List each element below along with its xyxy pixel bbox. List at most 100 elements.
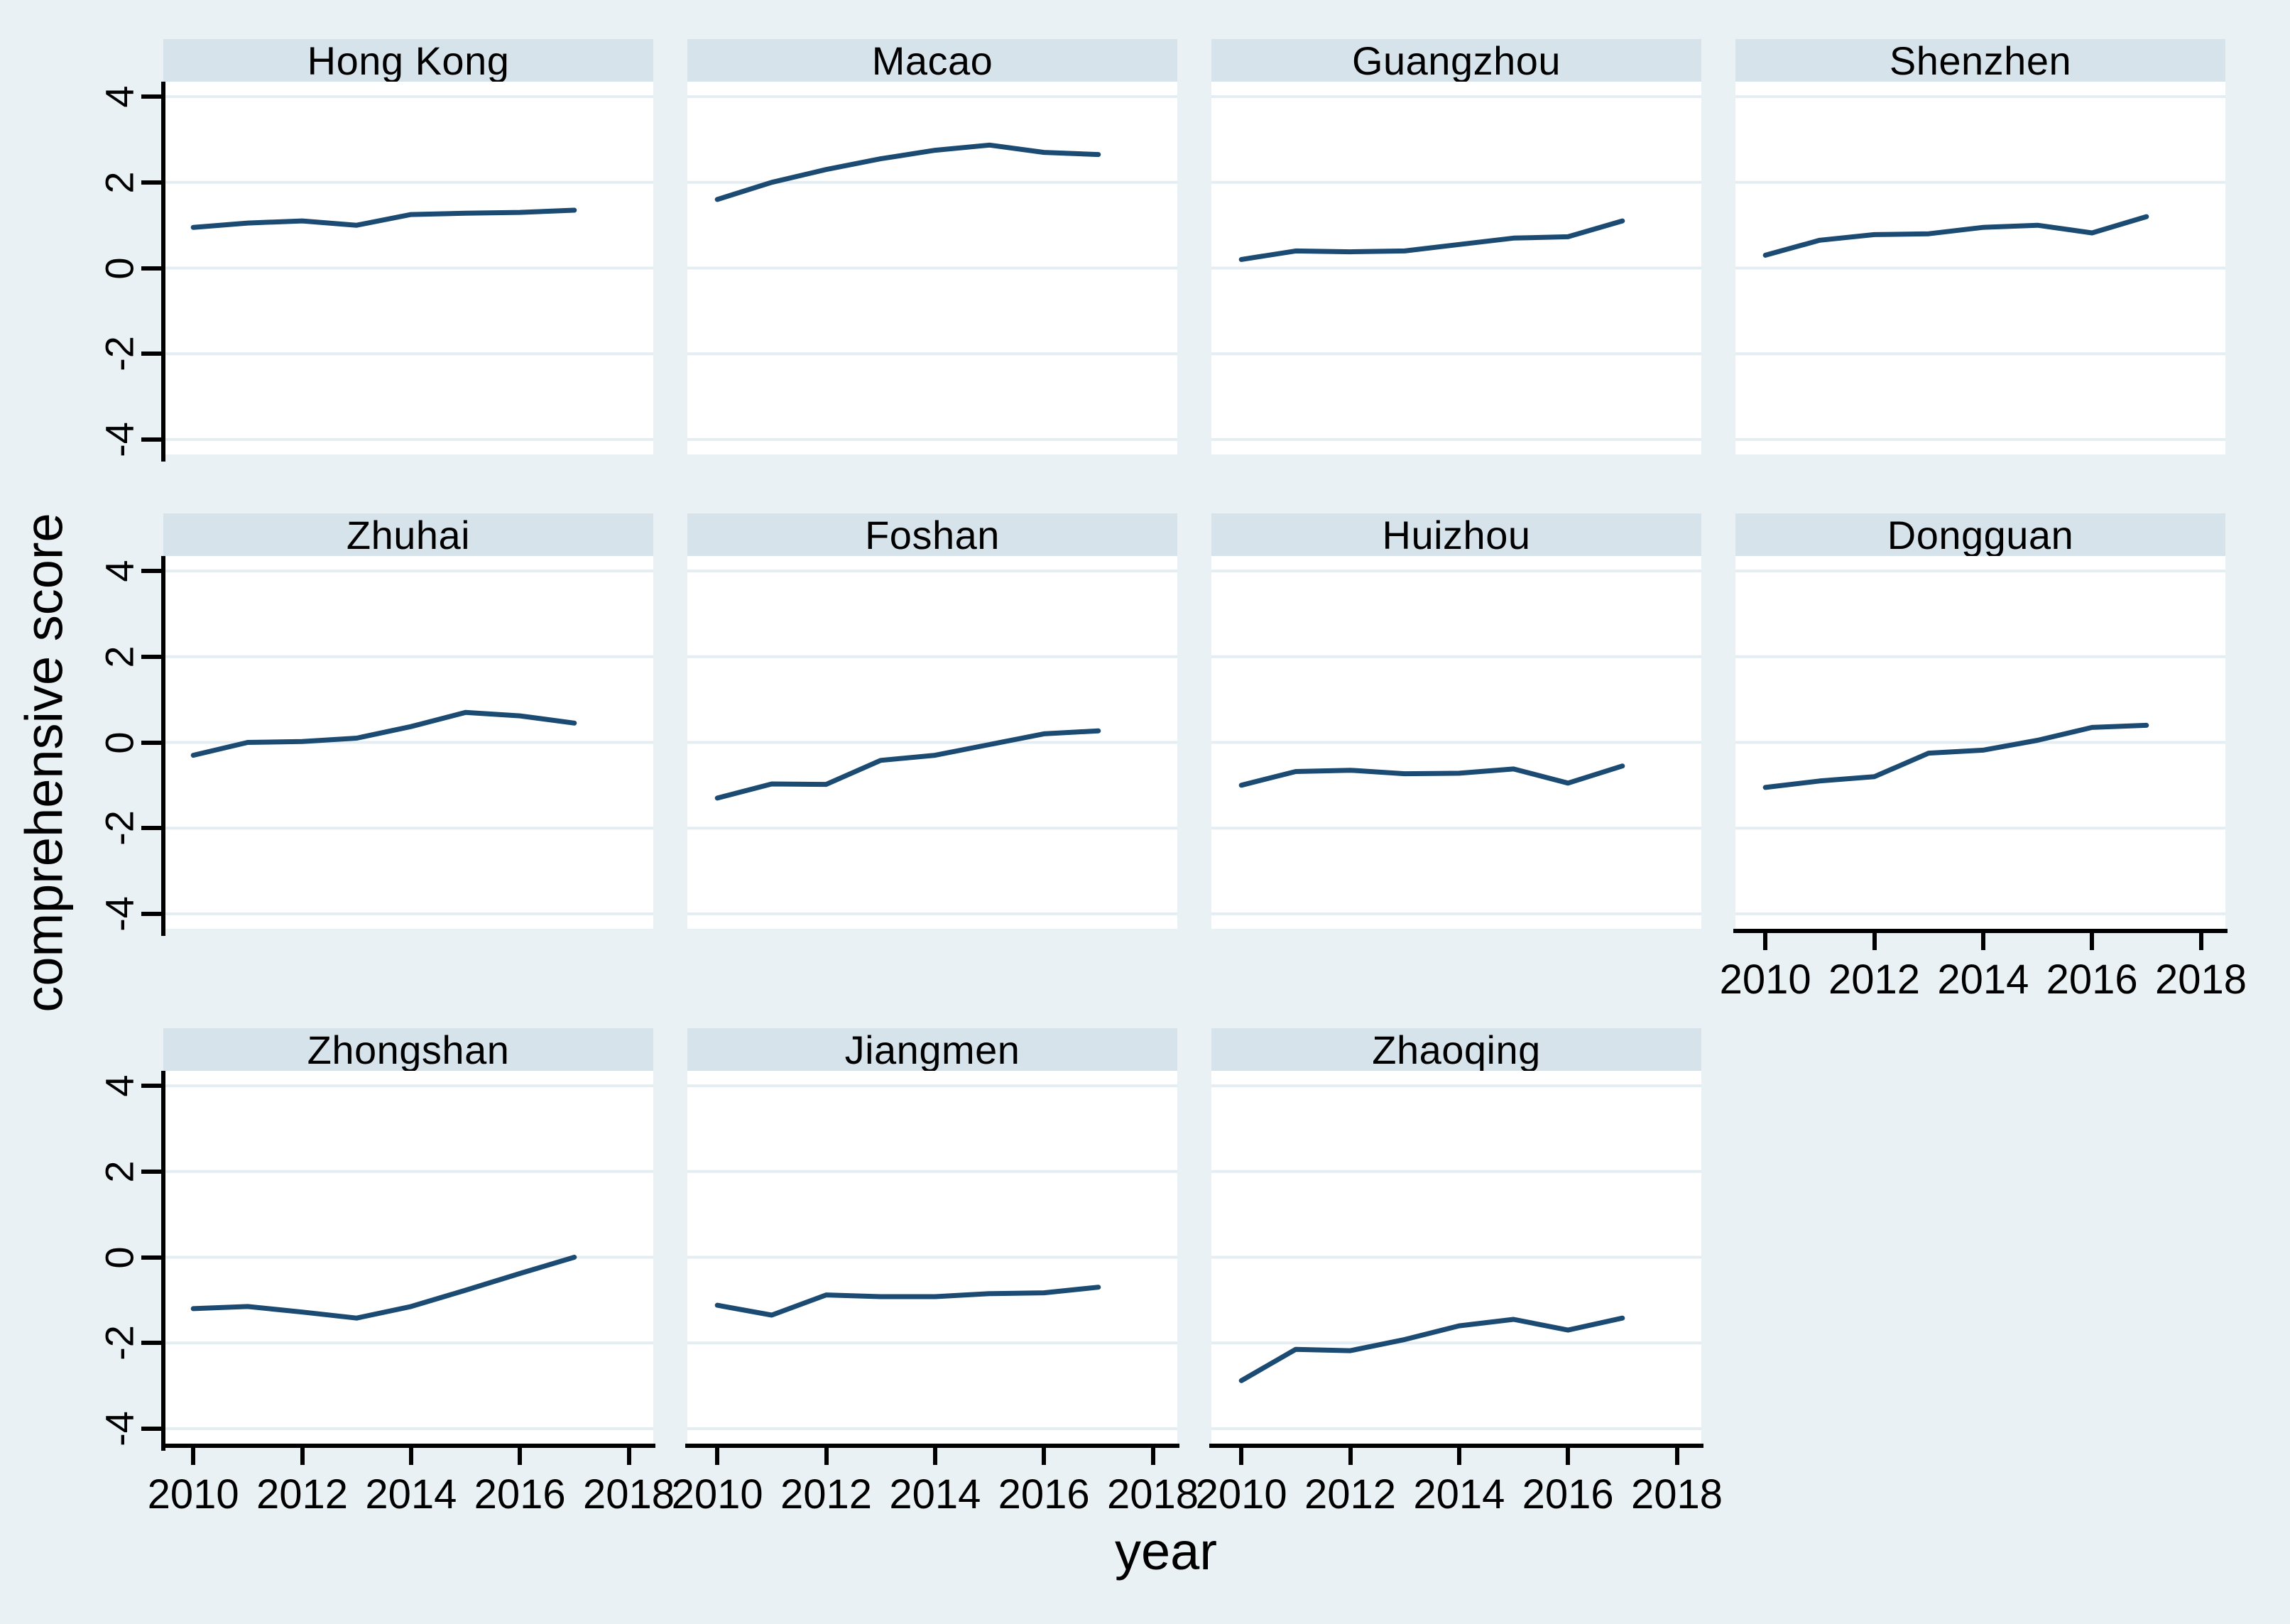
trend-line-foshan	[714, 728, 1101, 801]
x-tick-label: 2012	[256, 1471, 349, 1517]
x-tick	[1042, 1446, 1047, 1465]
y-tick	[141, 1084, 161, 1089]
x-tick-label: 2018	[582, 1471, 675, 1517]
x-tick	[408, 1446, 413, 1465]
y-tick	[141, 437, 161, 442]
y-tick-label: 4	[97, 1074, 142, 1097]
trend-line-dongguan	[1762, 722, 2149, 790]
plot-svg	[687, 1084, 1177, 1430]
x-tick	[932, 1446, 937, 1465]
x-tick	[1872, 932, 1877, 950]
y-tick	[141, 1341, 161, 1346]
x-tick-label: 2018	[2154, 957, 2247, 1003]
x-tick-label: 2014	[889, 1471, 981, 1517]
y-tick	[141, 911, 161, 916]
x-tick	[2198, 932, 2203, 950]
y-tick	[141, 94, 161, 99]
y-tick-label: 4	[97, 85, 142, 108]
panel-header: Macao	[687, 38, 1177, 83]
x-tick-label: 2010	[1719, 957, 1811, 1003]
panel-header: Jiangmen	[687, 1028, 1177, 1072]
x-tick	[1456, 1446, 1461, 1465]
plot-svg	[687, 95, 1177, 441]
y-axis-line	[161, 556, 165, 936]
y-tick-label: 2	[97, 645, 142, 668]
y-tick	[141, 654, 161, 659]
panel-title: Zhuhai	[346, 512, 471, 557]
plot-svg	[1211, 570, 1701, 915]
panel-hong-kong: Hong Kong 4 2 0 -2 -4	[97, 38, 653, 462]
panel-title: Macao	[871, 38, 993, 83]
y-tick-label: 0	[97, 256, 142, 280]
x-tick	[191, 1446, 196, 1465]
x-tick-label: 2012	[1828, 957, 1921, 1003]
x-tick-label: 2012	[780, 1471, 873, 1517]
x-tick-label: 2010	[671, 1471, 763, 1517]
panel-title: Zhaoqing	[1372, 1027, 1541, 1072]
y-tick	[141, 1255, 161, 1260]
plot-area	[1211, 1071, 1701, 1444]
trend-line-guangzhou	[1238, 218, 1625, 262]
x-tick	[1566, 1446, 1571, 1465]
panel-dongguan: Dongguan 2010 2012 2014 2016 2018	[1720, 512, 2247, 1003]
plot-svg	[163, 95, 653, 441]
y-tick-label: -4	[97, 895, 142, 932]
trend-line-macao	[714, 142, 1101, 202]
x-tick	[2090, 932, 2095, 950]
panel-header: Hong Kong	[163, 38, 653, 83]
y-tick-label: -4	[97, 421, 142, 457]
panel-zhongshan: Zhongshan 4 2 0 -2 -4 2010 2012 2014 2016 2018	[97, 1028, 675, 1518]
trend-line-huizhou	[1238, 763, 1625, 788]
panel-header: Zhaoqing	[1211, 1027, 1701, 1072]
x-tick	[715, 1446, 720, 1465]
x-axis-title: year	[1115, 1522, 1217, 1581]
y-tick-label: 0	[97, 731, 142, 754]
x-tick	[1980, 932, 1985, 950]
x-tick-label: 2010	[1195, 1471, 1287, 1517]
panel-header: Zhuhai	[163, 512, 653, 557]
plot-area	[687, 556, 1177, 929]
x-tick	[1150, 1446, 1155, 1465]
y-tick	[141, 180, 161, 185]
trend-line-shenzhen	[1762, 214, 2149, 258]
panel-shenzhen: Shenzhen	[1735, 38, 2225, 454]
plot-area	[1211, 82, 1701, 454]
x-axis-line	[685, 1444, 1179, 1448]
y-tick-label: -2	[97, 336, 142, 372]
plot-svg	[1211, 1084, 1701, 1430]
y-tick-label: 0	[97, 1246, 142, 1269]
panel-huizhou: Huizhou	[1211, 513, 1701, 929]
plot-area	[163, 556, 653, 929]
panel-title: Huizhou	[1382, 512, 1531, 557]
x-tick-label: 2014	[1937, 957, 2029, 1003]
panel-title: Hong Kong	[307, 38, 510, 83]
x-tick-label: 2016	[1522, 1471, 1614, 1517]
x-tick-label: 2012	[1304, 1471, 1397, 1517]
y-tick	[141, 1169, 161, 1174]
x-axis-line	[1733, 929, 2228, 933]
plot-area	[1211, 556, 1701, 929]
y-tick-label: 2	[97, 171, 142, 194]
panel-header: Guangzhou	[1211, 38, 1701, 83]
plot-area	[1735, 82, 2225, 454]
y-tick	[141, 826, 161, 831]
panel-title: Dongguan	[1887, 512, 2074, 557]
panel-title: Shenzhen	[1889, 38, 2072, 83]
trend-line-zhuhai	[190, 709, 577, 758]
panel-zhuhai: Zhuhai 4 2 0 -2 -4	[97, 512, 653, 936]
panel-title: Guangzhou	[1351, 38, 1561, 83]
x-axis-line	[161, 1444, 655, 1448]
plot-area	[163, 1071, 653, 1444]
x-tick-label: 2010	[147, 1471, 239, 1517]
y-axis-line	[161, 1071, 165, 1451]
y-tick	[141, 351, 161, 356]
trend-line-jiangmen	[714, 1285, 1101, 1318]
x-tick	[824, 1446, 829, 1465]
panel-title: Foshan	[865, 512, 1000, 557]
plot-svg	[1211, 95, 1701, 441]
y-tick-label: 4	[97, 560, 142, 582]
x-tick-label: 2014	[365, 1471, 457, 1517]
y-tick	[141, 266, 161, 271]
